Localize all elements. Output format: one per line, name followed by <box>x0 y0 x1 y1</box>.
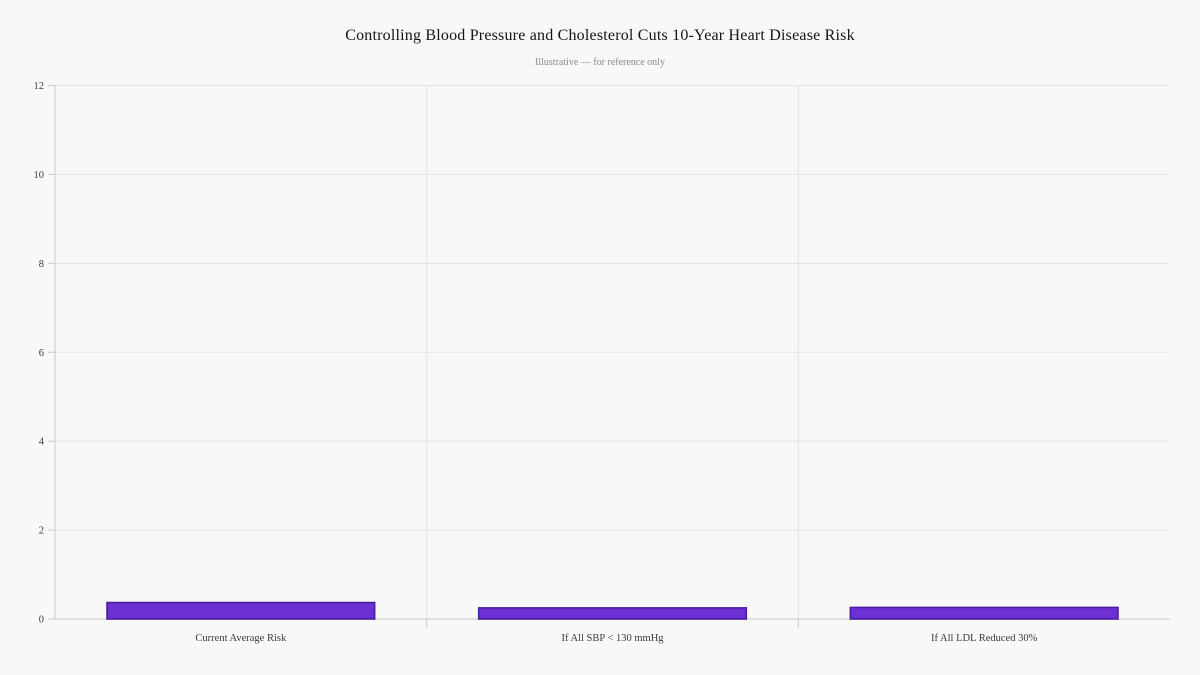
x-tick-label: If All LDL Reduced 30% <box>931 633 1038 644</box>
y-tick-label: 4 <box>39 437 45 448</box>
y-tick-label: 6 <box>39 348 44 359</box>
x-tick-label: If All SBP < 130 mmHg <box>561 633 664 644</box>
y-tick-label: 8 <box>39 259 44 270</box>
bar-0 <box>106 601 376 620</box>
x-tick-label: Current Average Risk <box>195 633 287 644</box>
chart-title: Controlling Blood Pressure and Cholester… <box>345 27 855 44</box>
chart-subtitle: Illustrative — for reference only <box>535 57 665 68</box>
bar-2 <box>849 606 1119 620</box>
y-tick-label: 2 <box>39 526 44 537</box>
y-tick-label: 10 <box>34 170 45 181</box>
y-tick-label: 0 <box>39 615 44 626</box>
y-tick-label: 12 <box>34 81 45 92</box>
bar-1 <box>477 607 748 620</box>
